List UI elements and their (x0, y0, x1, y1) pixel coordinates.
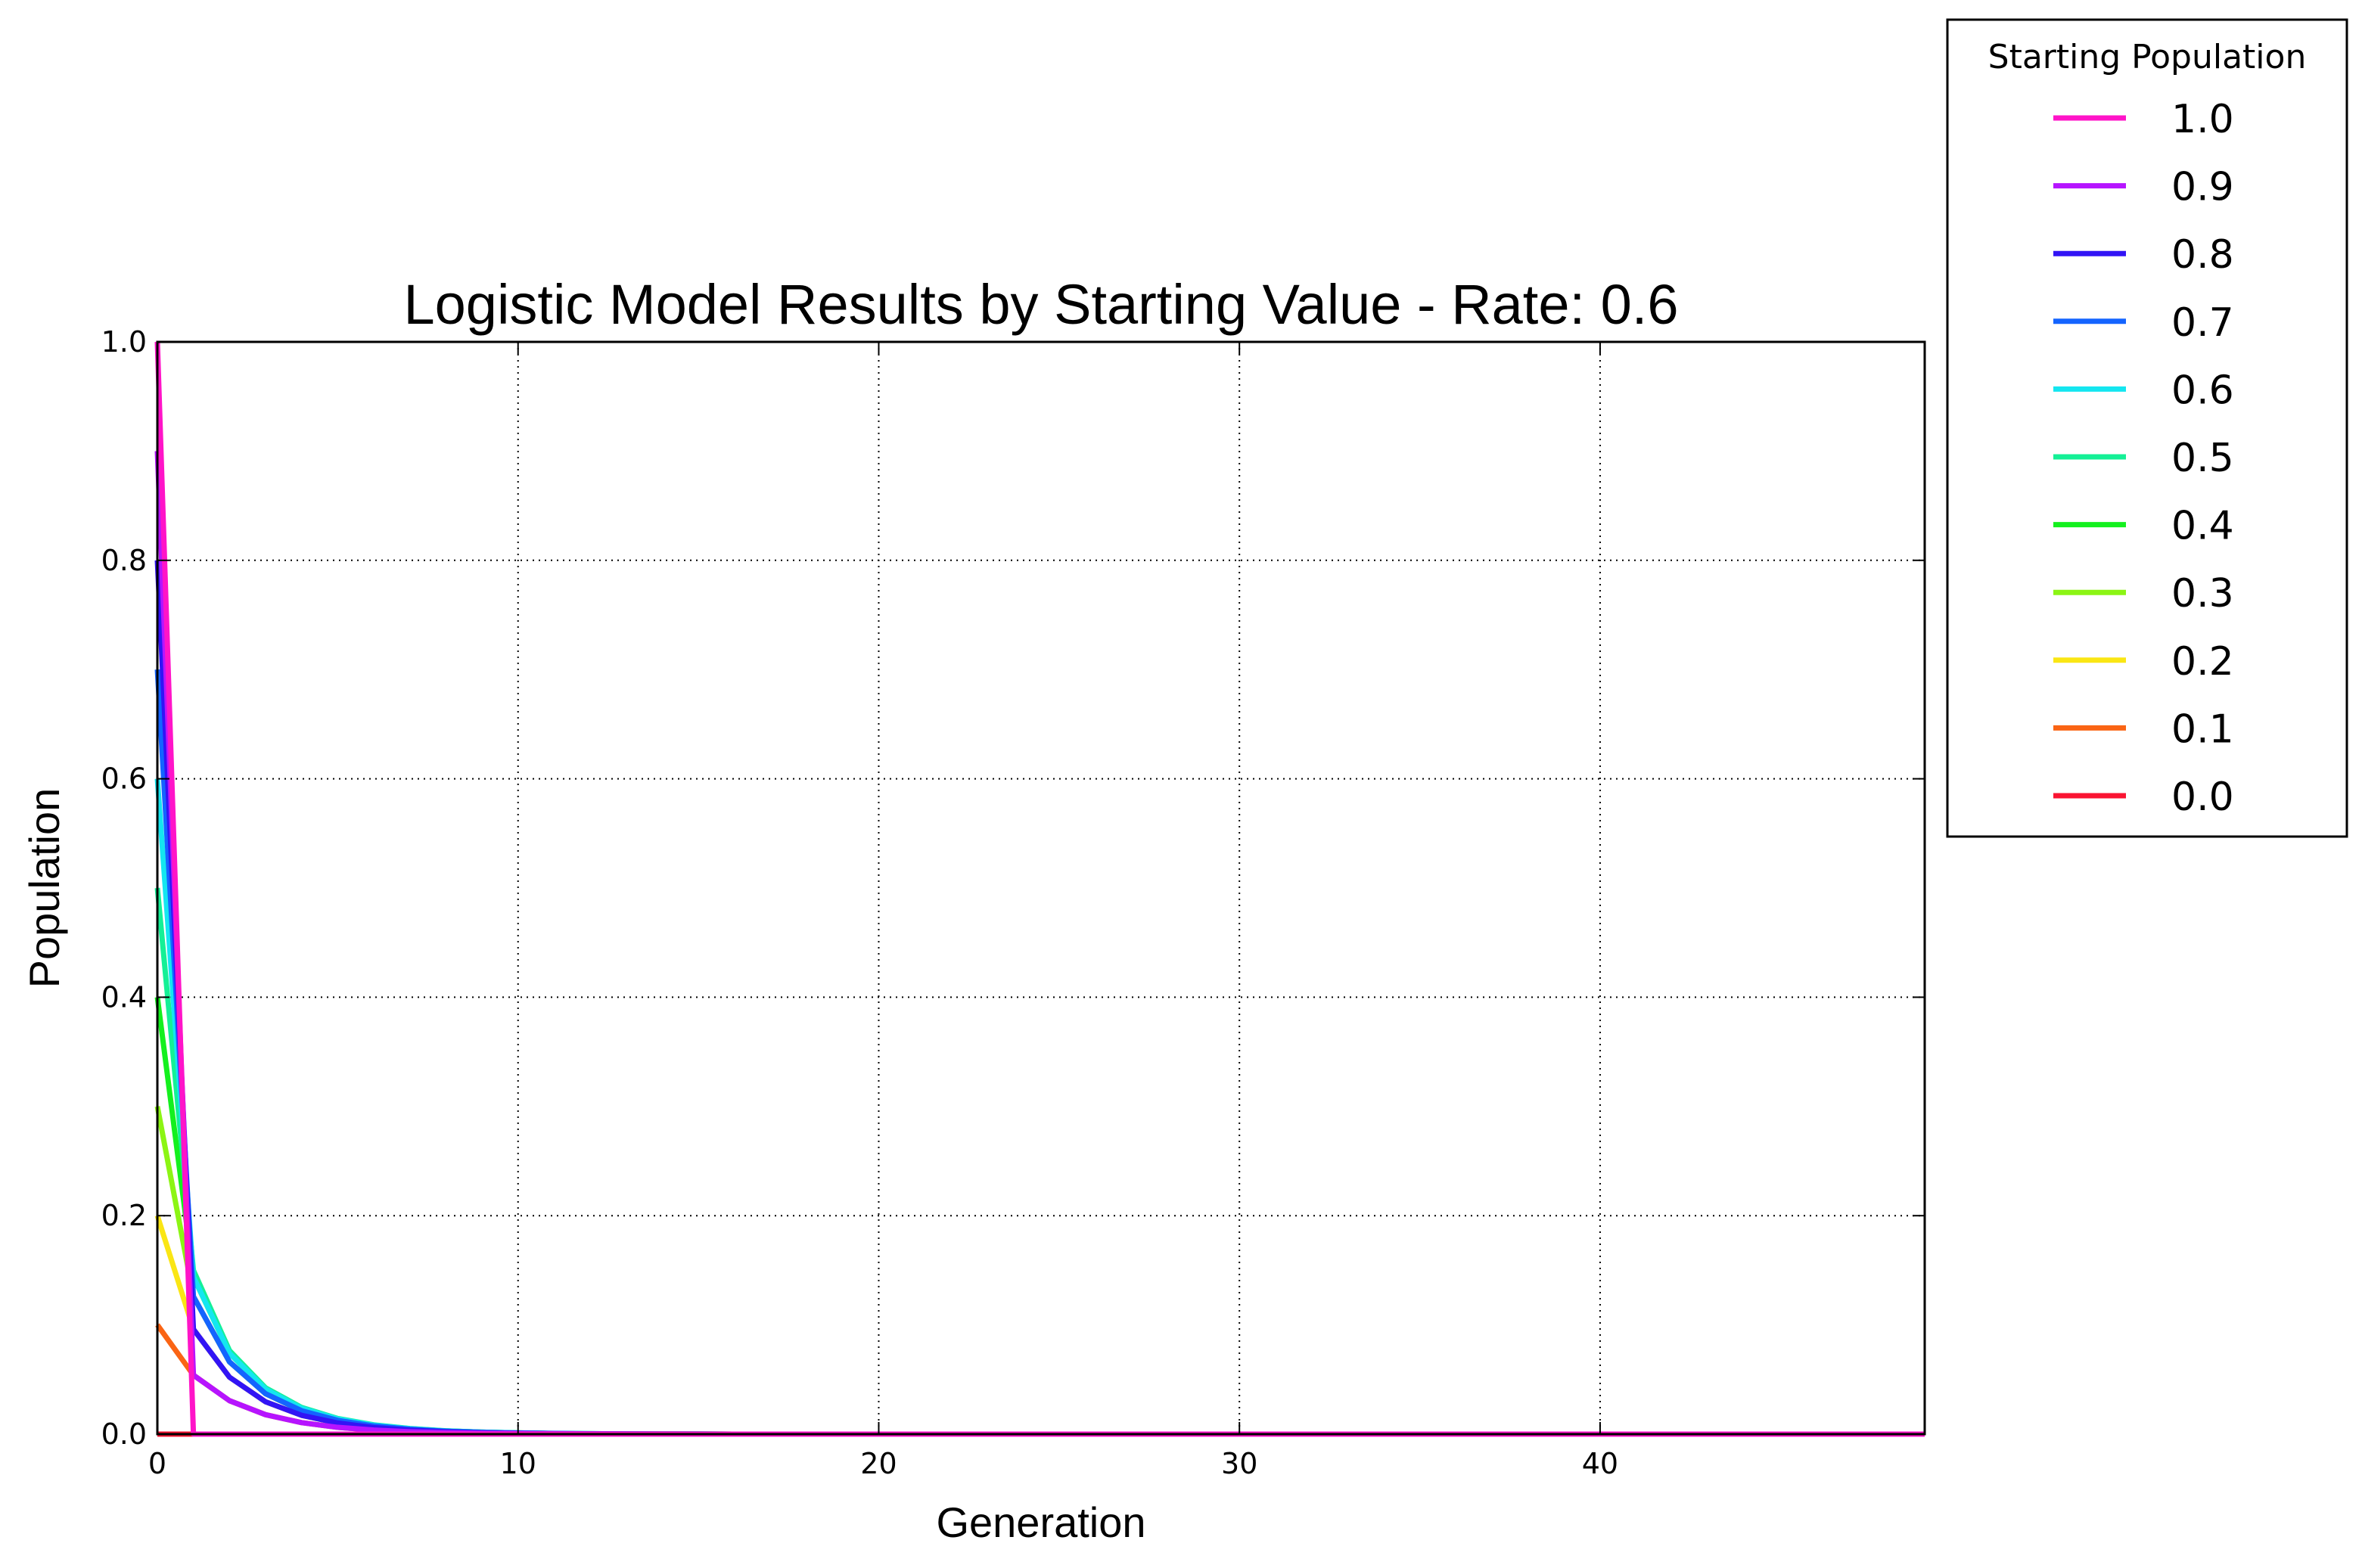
legend-frame (1946, 18, 2348, 838)
y-axis-label: Population (20, 788, 68, 989)
legend-label: 0.6 (2171, 368, 2234, 413)
x-tick-label: 30 (1221, 1447, 1257, 1480)
legend-label: 0.1 (2171, 706, 2234, 752)
x-tick-label: 10 (500, 1447, 536, 1480)
legend-label: 0.5 (2171, 436, 2234, 481)
plot-area-frame (156, 340, 1926, 1436)
grid-lines (157, 342, 1925, 1434)
legend-label: 0.2 (2171, 639, 2234, 685)
legend-title: Starting Population (1988, 38, 2307, 76)
y-tick-label: 0.6 (101, 762, 147, 796)
x-tick-label: 0 (148, 1447, 166, 1480)
legend: Starting Population 1.0 0.9 0.8 0.7 0.6 0.5 0.… (1946, 18, 2348, 838)
legend-label: 0.3 (2171, 571, 2234, 616)
x-axis-label: Generation (936, 1498, 1145, 1546)
y-tick-label: 0.2 (101, 1199, 147, 1232)
legend-items: 1.0 0.9 0.8 0.7 0.6 0.5 0.4 0.3 0.2 0.1 0.0 (2053, 97, 2234, 820)
chart-title: Logistic Model Results by Starting Value… (403, 273, 1678, 336)
legend-label: 1.0 (2171, 97, 2234, 142)
legend-label: 0.9 (2171, 165, 2234, 210)
x-tick-label: 20 (860, 1447, 897, 1480)
y-tick-label: 0.0 (101, 1417, 147, 1451)
x-tick-label: 40 (1582, 1447, 1618, 1480)
y-tick-label: 1.0 (101, 325, 147, 359)
legend-label: 0.7 (2171, 300, 2234, 346)
legend-label: 0.0 (2171, 775, 2234, 820)
legend-label: 0.8 (2171, 232, 2234, 278)
y-tick-label: 0.4 (101, 980, 147, 1014)
y-tick-label: 0.8 (101, 544, 147, 577)
axis-ticks: 0 10 20 30 40 0.0 0.2 0.4 0.6 0.8 1.0 (101, 325, 1925, 1480)
legend-label: 0.4 (2171, 504, 2234, 549)
